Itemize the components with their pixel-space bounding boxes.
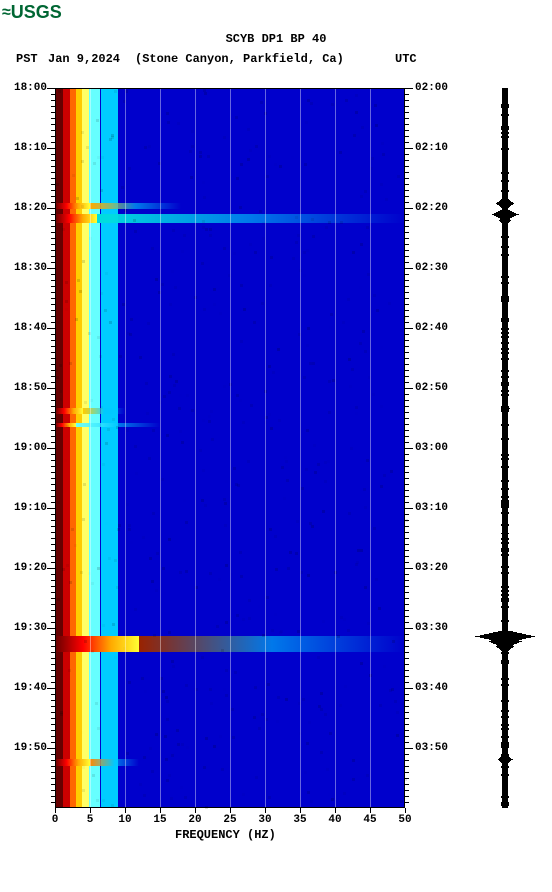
pst-time-label: 18:50	[7, 382, 47, 394]
freq-tick-label: 5	[80, 814, 100, 826]
freq-tick-label: 35	[290, 814, 310, 826]
freq-tick-label: 10	[115, 814, 135, 826]
pst-time-label: 18:30	[7, 262, 47, 274]
utc-time-label: 03:20	[415, 562, 448, 574]
freq-tick-label: 20	[185, 814, 205, 826]
pst-time-label: 19:20	[7, 562, 47, 574]
utc-time-label: 03:00	[415, 442, 448, 454]
chart-title: SCYB DP1 BP 40	[0, 32, 552, 46]
freq-tick-label: 45	[360, 814, 380, 826]
logo-text: USGS	[11, 2, 62, 22]
chart-border	[55, 88, 405, 808]
utc-time-label: 03:50	[415, 742, 448, 754]
date-label: Jan 9,2024	[48, 52, 120, 66]
freq-tick-label: 15	[150, 814, 170, 826]
pst-time-label: 19:30	[7, 622, 47, 634]
pst-time-label: 18:40	[7, 322, 47, 334]
pst-time-label: 19:40	[7, 682, 47, 694]
spectrogram-chart	[55, 88, 405, 808]
utc-time-label: 03:10	[415, 502, 448, 514]
pst-time-label: 18:10	[7, 142, 47, 154]
freq-tick-label: 0	[45, 814, 65, 826]
utc-time-label: 02:50	[415, 382, 448, 394]
usgs-logo: ≈USGS	[2, 2, 62, 23]
pst-time-label: 19:50	[7, 742, 47, 754]
utc-time-label: 03:30	[415, 622, 448, 634]
utc-time-label: 02:10	[415, 142, 448, 154]
utc-time-label: 02:20	[415, 202, 448, 214]
pst-time-label: 19:10	[7, 502, 47, 514]
pst-time-label: 18:00	[7, 82, 47, 94]
utc-label: UTC	[395, 52, 417, 66]
utc-time-label: 02:40	[415, 322, 448, 334]
freq-tick-label: 50	[395, 814, 415, 826]
logo-wave-icon: ≈	[2, 4, 11, 22]
utc-time-label: 02:30	[415, 262, 448, 274]
xaxis-title: FREQUENCY (HZ)	[175, 828, 276, 842]
utc-time-label: 03:40	[415, 682, 448, 694]
location-label: (Stone Canyon, Parkfield, Ca)	[135, 52, 344, 66]
pst-time-label: 19:00	[7, 442, 47, 454]
freq-tick-label: 25	[220, 814, 240, 826]
utc-time-label: 02:00	[415, 82, 448, 94]
pst-time-label: 18:20	[7, 202, 47, 214]
pst-label: PST	[16, 52, 38, 66]
freq-tick-label: 30	[255, 814, 275, 826]
seismogram-trace	[475, 88, 535, 808]
freq-tick-label: 40	[325, 814, 345, 826]
